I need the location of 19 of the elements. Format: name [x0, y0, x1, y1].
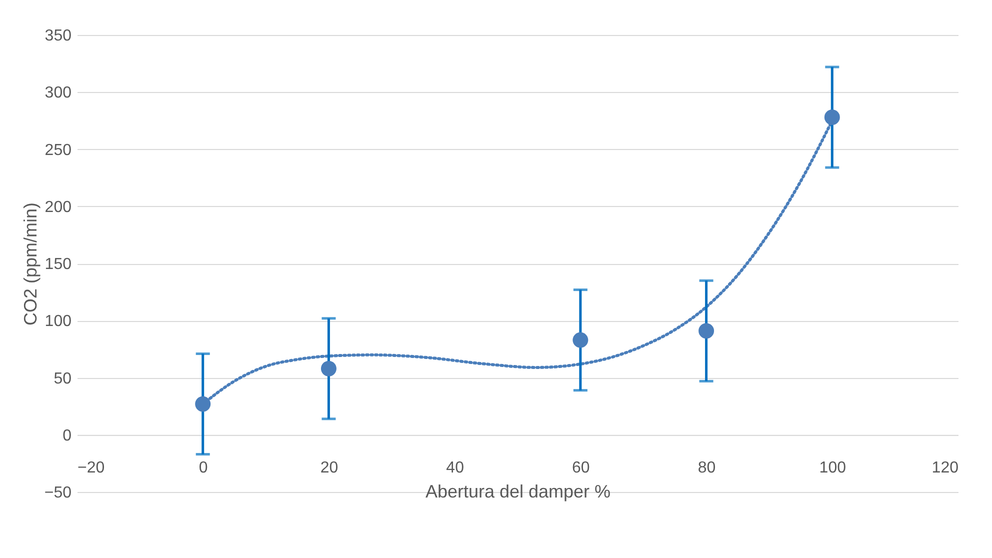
y-tick-label: 300: [44, 84, 72, 102]
y-tick-label: −50: [44, 484, 72, 502]
y-tick-label: 250: [44, 142, 72, 159]
y-tick-label: 350: [44, 28, 72, 44]
x-tick-label: 100: [819, 459, 846, 476]
x-tick-label: 120: [932, 459, 959, 476]
y-tick-label: 150: [44, 256, 72, 273]
y-tick-label: 100: [44, 313, 72, 330]
y-tick-label: 50: [54, 370, 72, 388]
y-tick-label: 200: [44, 198, 72, 216]
y-axis-title: CO2 (ppm/min): [20, 202, 40, 326]
y-tick-label: 0: [62, 427, 72, 444]
x-tick-label: −20: [78, 459, 105, 476]
x-tick-label: 0: [198, 459, 208, 476]
x-tick-label: 40: [446, 459, 464, 476]
x-axis-title: Abertura del damper %: [425, 481, 611, 502]
x-tick-label: 80: [698, 459, 716, 476]
x-tick-label: 20: [320, 459, 338, 476]
x-tick-label: 60: [572, 459, 590, 476]
